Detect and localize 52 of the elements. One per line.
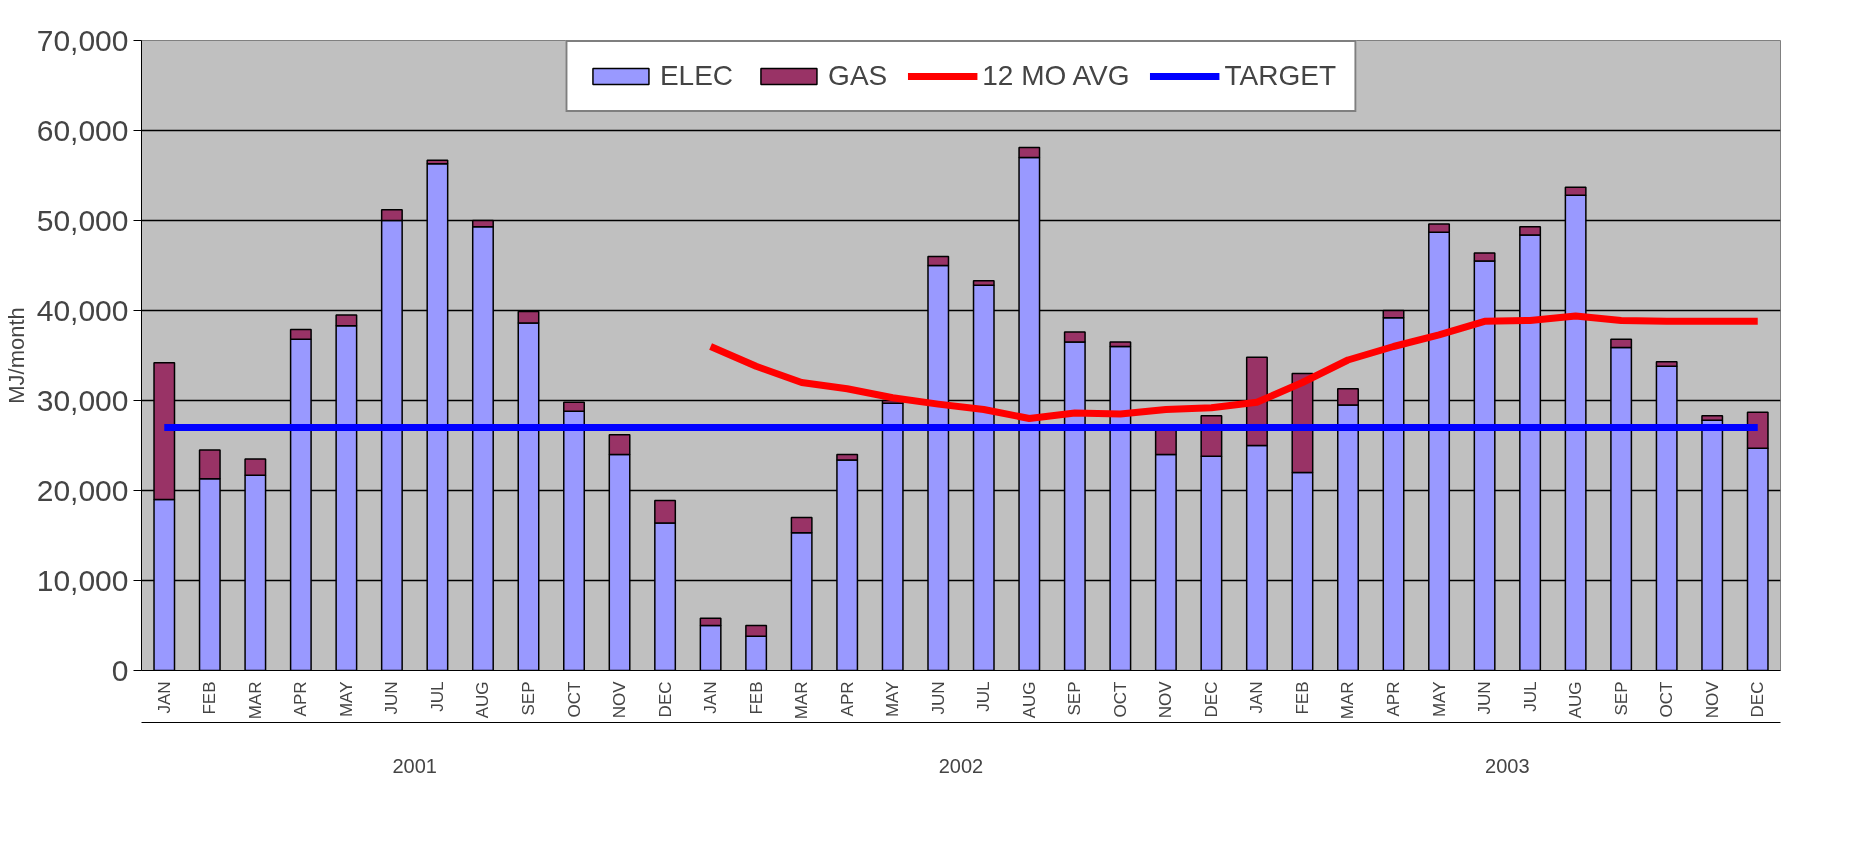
x-tick-label: AUG xyxy=(473,681,493,719)
x-tick-label: FEB xyxy=(746,681,766,715)
x-tick-label: MAY xyxy=(336,681,356,718)
x-tick-label: MAY xyxy=(1429,681,1449,718)
x-tick-label: APR xyxy=(291,681,311,717)
x-tick-label: DEC xyxy=(655,681,675,718)
x-tick-label: NOV xyxy=(1702,680,1722,719)
x-tick-label: OCT xyxy=(1110,681,1130,718)
x-tick-label: JAN xyxy=(701,681,721,714)
x-tick-label: OCT xyxy=(1657,681,1677,718)
x-tick-label: NOV xyxy=(610,680,630,719)
x-tick-label: NOV xyxy=(1156,680,1176,719)
x-tick-label: JUL xyxy=(1520,681,1540,712)
x-tick-label: JAN xyxy=(1247,681,1267,714)
x-tick-label: JUL xyxy=(974,681,994,712)
y-tick-label: 40,000 xyxy=(36,293,129,327)
y-tick-label: 70,000 xyxy=(36,23,129,57)
x-tick-label: DEC xyxy=(1201,681,1221,718)
x-tick-label: SEP xyxy=(1065,681,1085,716)
legend-label: ELEC xyxy=(659,60,734,92)
y-axis-title: MJ/month xyxy=(3,307,29,404)
legend-label: GAS xyxy=(828,60,888,92)
legend-label: TARGET xyxy=(1224,60,1337,92)
x-tick-label: JAN xyxy=(154,681,174,714)
x-tick-label: AUG xyxy=(1019,681,1039,719)
legend-label: 12 MO AVG xyxy=(982,60,1130,92)
x-tick-label: JUN xyxy=(928,681,948,715)
x-tick-label: APR xyxy=(837,681,857,717)
text: 2002 xyxy=(938,754,984,777)
x-tick-label: AUG xyxy=(1566,681,1586,719)
y-tick-label: 50,000 xyxy=(36,203,129,237)
x-tick-label: FEB xyxy=(200,681,220,715)
y-tick-label: 10,000 xyxy=(36,563,129,597)
x-tick-label: JUL xyxy=(427,681,447,712)
x-tick-label: FEB xyxy=(1292,681,1312,715)
x-tick-label: MAR xyxy=(792,681,812,720)
y-tick-label: 60,000 xyxy=(36,113,129,147)
x-tick-label: DEC xyxy=(1748,681,1768,718)
x-tick-label: JUN xyxy=(1475,681,1495,715)
y-tick-label: 0 xyxy=(111,653,129,687)
text: 2001 xyxy=(392,754,437,777)
x-tick-label: MAR xyxy=(1338,681,1358,720)
x-tick-label: MAR xyxy=(245,681,265,720)
x-tick-label: MAY xyxy=(883,681,903,718)
x-tick-label: OCT xyxy=(564,681,584,718)
x-tick-label: SEP xyxy=(1611,681,1631,716)
x-tick-label: JUN xyxy=(382,681,402,715)
x-tick-label: APR xyxy=(1384,681,1404,717)
y-tick-label: 20,000 xyxy=(36,473,129,507)
x-tick-label: SEP xyxy=(518,681,538,716)
text: 2003 xyxy=(1485,754,1530,777)
y-tick-label: 30,000 xyxy=(36,383,129,417)
